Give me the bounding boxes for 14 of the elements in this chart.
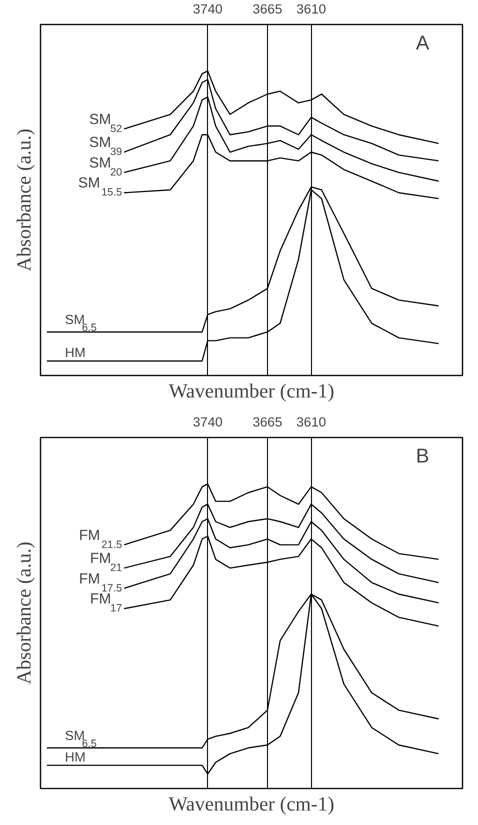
y-axis-title: Absorbance (a.u.) (14, 128, 36, 272)
series-label: HM (64, 344, 86, 360)
text: B (416, 446, 430, 468)
x-tick-label: 3610 (296, 2, 326, 16)
x-axis-title: Wavenumber (cm-1) (168, 794, 334, 816)
x-tick-label: 3665 (252, 414, 282, 430)
x-tick-label: 3665 (252, 2, 282, 16)
x-axis-title: Wavenumber (cm-1) (168, 380, 334, 402)
x-tick-label: 3610 (296, 414, 326, 430)
series-label: HM (64, 749, 86, 764)
text: A (416, 32, 430, 54)
x-tick-label: 3740 (192, 414, 223, 430)
y-axis-title: Absorbance (a.u.) (14, 542, 36, 684)
x-tick-label: 3740 (192, 2, 223, 16)
